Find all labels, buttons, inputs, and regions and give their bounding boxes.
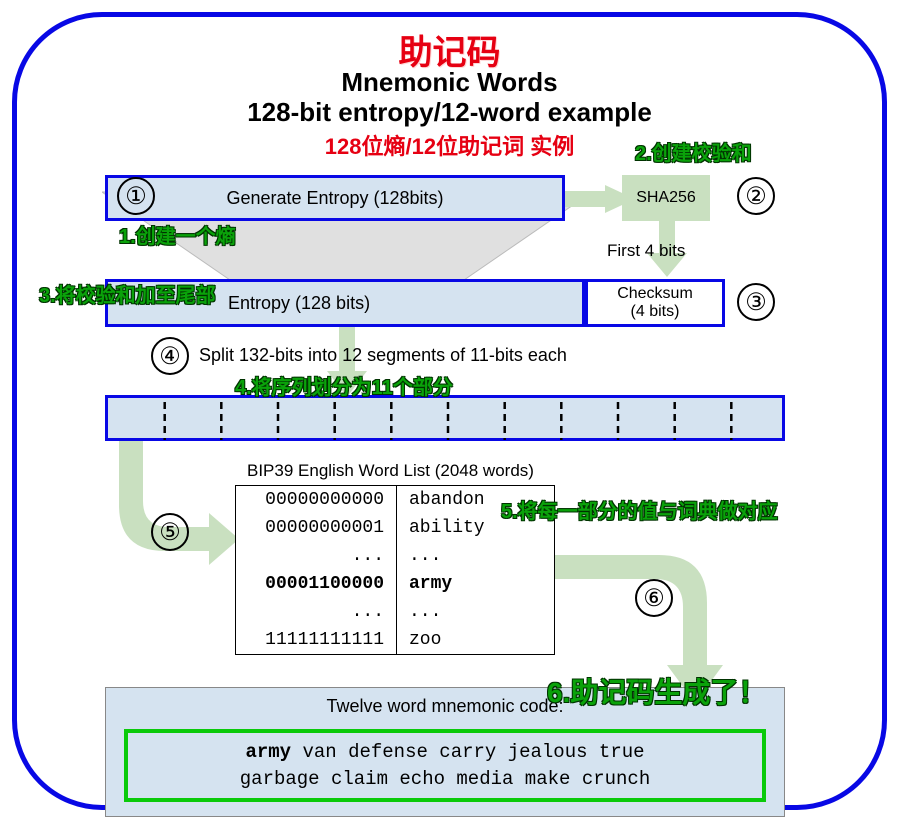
wordlist-word: ... xyxy=(397,602,537,622)
wordlist-code: ... xyxy=(236,546,396,566)
wordlist-row: ...... xyxy=(236,598,554,626)
wordlist-code: ... xyxy=(236,602,396,622)
step4-annot: 4.将序列划分为11个部分 xyxy=(235,371,453,400)
step1-annot: 1.创建一个熵 xyxy=(119,220,236,249)
checksum-l1: Checksum xyxy=(617,285,693,303)
step1-label: Generate Entropy (128bits) xyxy=(226,188,443,209)
step5-number: ⑤ xyxy=(151,513,189,551)
wordlist-code: 00000000000 xyxy=(236,490,396,510)
step1-number: ① xyxy=(117,177,155,215)
segments-bar xyxy=(105,395,785,441)
subtitle-cn: 128位熵/12位助记词 实例 xyxy=(17,129,882,161)
step5-annot: 5.将每一部分的值与词典做对应 xyxy=(501,495,778,524)
wordlist-row: ...... xyxy=(236,542,554,570)
wordlist-row: 11111111111zoo xyxy=(236,626,554,654)
first-4-bits-label: First 4 bits xyxy=(607,241,685,261)
step4-number: ④ xyxy=(151,337,189,375)
step3-annot: 3.将校验和加至尾部 xyxy=(39,279,216,308)
mnemonic-bold: army xyxy=(245,741,291,763)
title-en-2: 128-bit entropy/12-word example xyxy=(17,97,882,128)
sha256-box: SHA256 xyxy=(622,175,710,221)
wordlist-title: BIP39 English Word List (2048 words) xyxy=(247,461,534,481)
mnemonic-l2: garbage claim echo media make crunch xyxy=(138,766,752,793)
checksum-l2: (4 bits) xyxy=(631,303,680,321)
step1-entropy-box: Generate Entropy (128bits) xyxy=(105,175,565,221)
step6-number: ⑥ xyxy=(635,579,673,617)
step6-annot: 6.助记码生成了！ xyxy=(547,671,766,711)
arrow-4-to-5 xyxy=(99,441,239,571)
wordlist-word: zoo xyxy=(397,630,537,650)
step3-entropy-label: Entropy (128 bits) xyxy=(228,293,370,314)
wordlist-word: ... xyxy=(397,546,537,566)
step2-annot: 2.创建校验和 xyxy=(635,137,752,166)
wordlist-word: army xyxy=(397,574,537,594)
mnemonic-words: army van defense carry jealous true garb… xyxy=(124,729,766,802)
diagram-frame: 助记码 Mnemonic Words 128-bit entropy/12-wo… xyxy=(12,12,887,810)
step3-number: ③ xyxy=(737,283,775,321)
wordlist-code: 11111111111 xyxy=(236,630,396,650)
segments-dividers xyxy=(108,398,788,444)
step3-checksum-box: Checksum (4 bits) xyxy=(585,279,725,327)
wordlist-code: 00001100000 xyxy=(236,574,396,594)
title-en-1: Mnemonic Words xyxy=(17,67,882,98)
step4-text: Split 132-bits into 12 segments of 11-bi… xyxy=(199,345,567,366)
wordlist-code: 00000000001 xyxy=(236,518,396,538)
mnemonic-l1-rest: van defense carry jealous true xyxy=(291,741,644,763)
wordlist-row: 00001100000army xyxy=(236,570,554,598)
sha256-label: SHA256 xyxy=(636,189,696,207)
step2-number: ② xyxy=(737,177,775,215)
